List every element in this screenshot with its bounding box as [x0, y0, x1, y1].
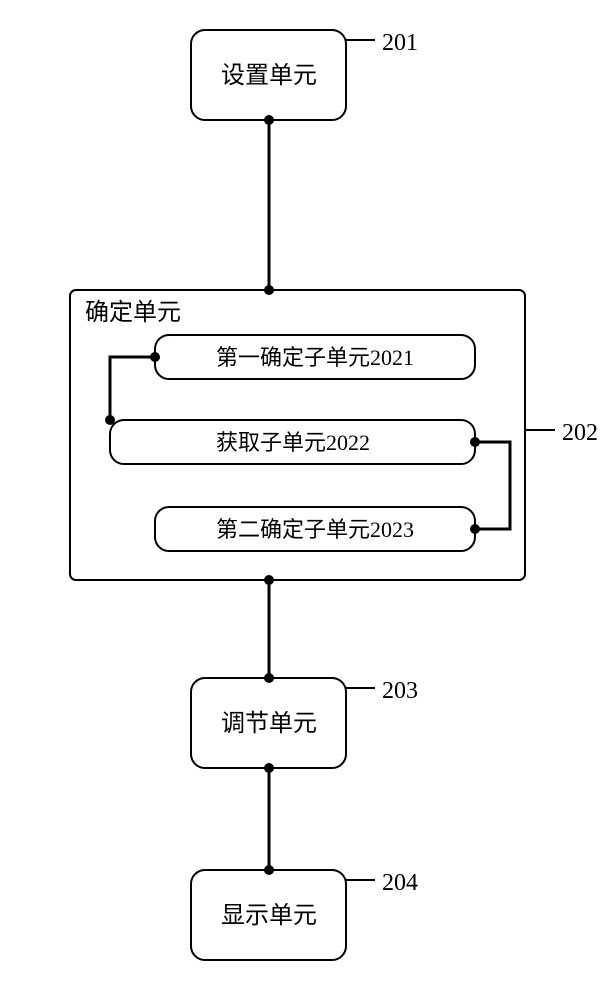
ref-n204: 204 [382, 870, 418, 896]
node-title-n202: 确定单元 [85, 299, 181, 326]
node-label-n203: 调节单元 [221, 710, 317, 737]
node-label-n204: 显示单元 [221, 902, 317, 929]
node-label-n201: 设置单元 [221, 62, 317, 89]
ref-n202: 202 [562, 420, 598, 446]
ref-n203: 203 [382, 678, 418, 704]
subnode-label-s2022: 获取子单元2022 [216, 430, 370, 455]
ref-n201: 201 [382, 30, 418, 56]
subnode-label-s2023: 第二确定子单元2023 [216, 517, 414, 542]
subnode-label-s2021: 第一确定子单元2021 [216, 345, 414, 370]
